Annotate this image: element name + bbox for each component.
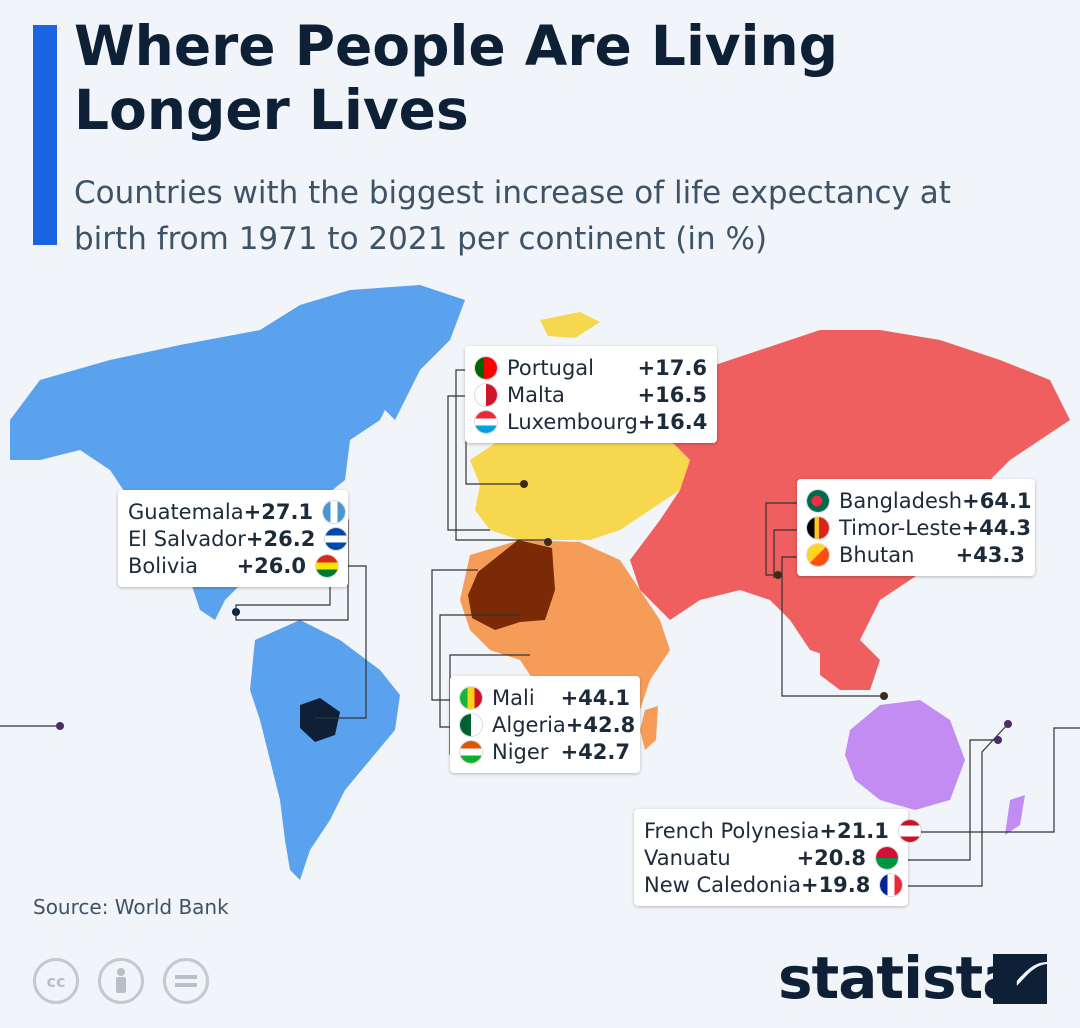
country-name: Luxembourg bbox=[507, 409, 638, 434]
location-dots-2 bbox=[520, 480, 888, 700]
label-box-oceania: French Polynesia +21.1 Vanuatu +20.8 New… bbox=[634, 809, 921, 906]
landmass-southeast-asia bbox=[820, 640, 880, 690]
label-box-americas: Guatemala +27.1 El Salvador +26.2 Bolivi… bbox=[118, 490, 348, 587]
flag-timor-leste-icon bbox=[807, 516, 829, 539]
flag-portugal-icon bbox=[475, 356, 497, 379]
country-name: French Polynesia bbox=[644, 818, 820, 843]
label-box-asia: Bangladesh +64.1 Timor-Leste +44.3 Bhuta… bbox=[797, 479, 1035, 576]
country-value: +19.8 bbox=[800, 872, 871, 897]
statista-logo[interactable]: statista bbox=[778, 944, 1021, 1012]
list-item: Bolivia +26.0 bbox=[128, 552, 338, 579]
creative-commons-icon[interactable]: cc bbox=[33, 958, 79, 1004]
list-item: Algeria +42.8 bbox=[460, 711, 635, 738]
flag-algeria-icon bbox=[460, 713, 482, 736]
country-value: +26.0 bbox=[236, 553, 306, 578]
country-name: Bhutan bbox=[839, 542, 915, 567]
page-subtitle: Countries with the biggest increase of l… bbox=[74, 175, 951, 257]
flag-bolivia-icon bbox=[316, 554, 338, 577]
flag-new-caledonia-icon bbox=[880, 873, 903, 896]
statista-logo-icon bbox=[993, 954, 1047, 1004]
no-derivatives-icon[interactable] bbox=[163, 958, 209, 1004]
country-value: +16.4 bbox=[637, 409, 708, 434]
country-name: Niger bbox=[492, 739, 549, 764]
flag-bangladesh-icon bbox=[807, 489, 829, 512]
list-item: Luxembourg +16.4 bbox=[475, 408, 707, 435]
list-item: French Polynesia +21.1 bbox=[644, 817, 921, 844]
flag-guatemala-icon bbox=[323, 500, 346, 523]
list-item: Bhutan +43.3 bbox=[807, 541, 1025, 568]
accent-bar bbox=[33, 25, 57, 245]
label-box-africa: Mali +44.1 Algeria +42.8 Niger +42.7 bbox=[450, 676, 640, 773]
continent-south-america bbox=[250, 620, 400, 880]
list-item: Vanuatu +20.8 bbox=[644, 844, 898, 871]
country-name: El Salvador bbox=[128, 526, 246, 551]
flag-bhutan-icon bbox=[807, 543, 829, 566]
country-value: +27.1 bbox=[243, 499, 314, 524]
country-value: +42.7 bbox=[560, 739, 630, 764]
list-item: El Salvador +26.2 bbox=[128, 525, 348, 552]
country-value: +20.8 bbox=[796, 845, 866, 870]
flag-vanuatu-icon bbox=[876, 846, 898, 869]
location-dots bbox=[56, 720, 1012, 744]
country-value: +26.2 bbox=[245, 526, 316, 551]
list-item: New Caledonia +19.8 bbox=[644, 871, 903, 898]
country-name: Portugal bbox=[507, 355, 594, 380]
country-value: +44.3 bbox=[961, 515, 1031, 540]
label-box-europe: Portugal +17.6 Malta +16.5 Luxembourg +1… bbox=[465, 346, 717, 443]
landmass-greenland bbox=[300, 285, 465, 420]
country-name: Bangladesh bbox=[839, 488, 963, 513]
attribution-icon[interactable] bbox=[98, 958, 144, 1004]
flag-malta-icon bbox=[475, 383, 497, 406]
country-bolivia bbox=[300, 698, 340, 742]
flag-french-polynesia-icon bbox=[898, 819, 921, 842]
landmass-madagascar bbox=[640, 706, 658, 750]
flag-mali-icon bbox=[460, 686, 482, 709]
country-value: +44.1 bbox=[560, 685, 630, 710]
landmass-svalbard bbox=[540, 312, 600, 338]
country-value: +64.1 bbox=[962, 488, 1032, 513]
country-value: +17.6 bbox=[637, 355, 707, 380]
page-title: Where People Are Living Longer Lives bbox=[74, 14, 839, 142]
country-name: Algeria bbox=[492, 712, 566, 737]
source-note: Source: World Bank bbox=[33, 895, 229, 919]
country-name: Timor-Leste bbox=[839, 515, 962, 540]
list-item: Mali +44.1 bbox=[460, 684, 630, 711]
country-name: Guatemala bbox=[128, 499, 244, 524]
list-item: Niger +42.7 bbox=[460, 738, 630, 765]
country-name: Malta bbox=[507, 382, 565, 407]
continent-australia bbox=[845, 700, 965, 810]
country-value: +21.1 bbox=[819, 818, 889, 843]
country-value: +43.3 bbox=[955, 542, 1025, 567]
list-item: Malta +16.5 bbox=[475, 381, 707, 408]
country-value: +42.8 bbox=[565, 712, 636, 737]
flag-el-salvador-icon bbox=[325, 527, 348, 550]
list-item: Portugal +17.6 bbox=[475, 354, 707, 381]
continent-north-america bbox=[10, 300, 460, 620]
country-name: Vanuatu bbox=[644, 845, 731, 870]
country-name: Bolivia bbox=[128, 553, 199, 578]
country-name: Mali bbox=[492, 685, 535, 710]
flag-luxembourg-icon bbox=[475, 410, 497, 433]
country-value: +16.5 bbox=[637, 382, 707, 407]
flag-niger-icon bbox=[460, 740, 482, 763]
landmass-new-zealand bbox=[1005, 795, 1025, 835]
country-name: New Caledonia bbox=[644, 872, 801, 897]
list-item: Guatemala +27.1 bbox=[128, 498, 346, 525]
list-item: Timor-Leste +44.3 bbox=[807, 514, 1031, 541]
country-algeria-mali-niger bbox=[468, 540, 555, 630]
list-item: Bangladesh +64.1 bbox=[807, 487, 1032, 514]
